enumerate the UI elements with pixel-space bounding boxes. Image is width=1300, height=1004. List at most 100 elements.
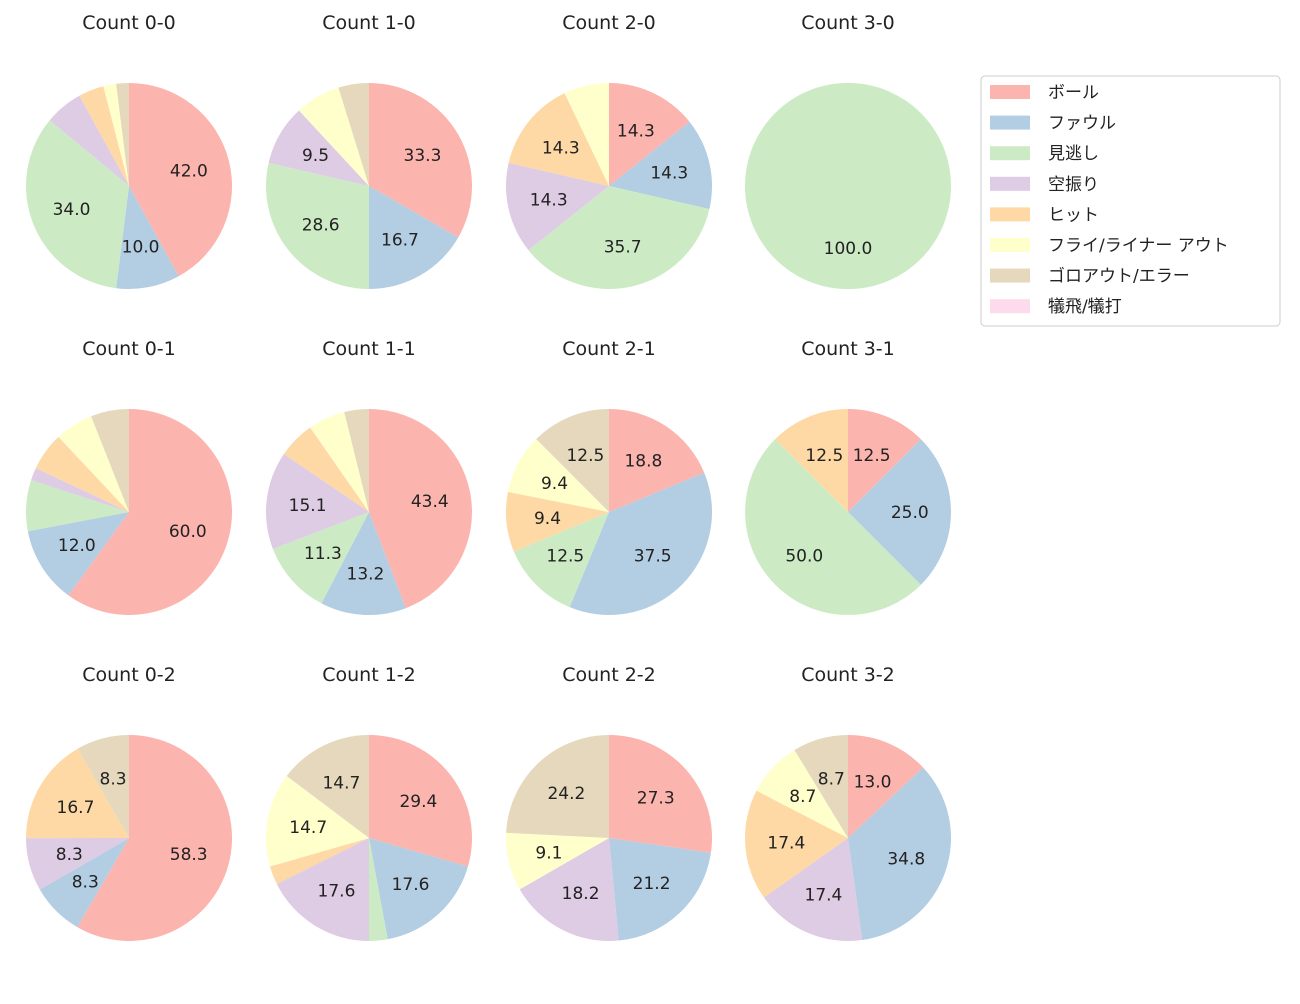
legend-label: フライ/ライナー アウト <box>1048 236 1229 256</box>
pie-slice <box>39 838 129 928</box>
pie-slice <box>609 121 712 210</box>
pie-slice <box>369 409 472 609</box>
chart-title: Count 0-1 <box>82 338 176 360</box>
legend-swatch <box>990 268 1030 283</box>
legend-swatch <box>990 207 1030 222</box>
pie-slice <box>569 472 713 616</box>
value-label: 35.7 <box>604 237 642 257</box>
pie-slice <box>848 439 951 585</box>
value-label: 29.4 <box>399 792 437 812</box>
value-label: 9.4 <box>541 474 568 494</box>
pie-slice <box>68 409 233 616</box>
value-label: 13.2 <box>347 565 385 585</box>
pie-slice <box>369 838 388 941</box>
value-label: 58.3 <box>170 845 208 865</box>
value-label: 34.8 <box>887 850 925 870</box>
pie-slice <box>270 838 369 884</box>
pie-slice <box>609 735 712 853</box>
chart-title: Count 1-0 <box>322 12 416 34</box>
value-label: 14.7 <box>289 818 327 838</box>
pie-slice <box>321 512 406 615</box>
pie-slice <box>338 83 369 186</box>
legend-swatch <box>990 85 1030 99</box>
value-label: 13.0 <box>854 772 892 792</box>
value-label: 8.3 <box>100 769 127 789</box>
pie-slice <box>26 838 129 890</box>
legend-swatch <box>990 146 1030 161</box>
value-label: 12.5 <box>853 446 891 466</box>
chart-title: Count 3-0 <box>801 12 895 34</box>
value-label: 17.6 <box>392 875 430 895</box>
value-label: 16.7 <box>57 798 95 818</box>
pie-slice <box>775 409 848 512</box>
value-label: 42.0 <box>170 162 208 182</box>
pie-slice <box>79 86 129 186</box>
legend-label: 空振り <box>1048 175 1099 195</box>
pie-slice <box>508 93 609 186</box>
pie-slice <box>506 491 609 552</box>
value-label: 25.0 <box>891 503 929 523</box>
value-label: 17.6 <box>318 882 356 902</box>
chart-title: Count 2-0 <box>562 12 656 34</box>
pie-slice <box>745 790 848 898</box>
value-label: 14.7 <box>322 774 360 794</box>
value-label: 10.0 <box>122 238 160 258</box>
value-label: 9.1 <box>535 843 562 863</box>
pie-slice <box>272 512 369 604</box>
pie-slice <box>266 453 369 550</box>
legend-label: ゴロアウト/エラー <box>1048 266 1190 287</box>
value-label: 43.4 <box>411 492 449 512</box>
value-label: 12.5 <box>546 547 584 567</box>
value-label: 8.7 <box>818 769 845 789</box>
pie-slice <box>310 412 369 512</box>
legend-swatch <box>990 299 1030 314</box>
pie-slice <box>31 468 129 512</box>
chart-title: Count 1-1 <box>322 338 416 360</box>
chart-title: Count 2-1 <box>562 338 656 360</box>
legend-box <box>980 75 1281 327</box>
legend-label: ボール <box>1048 83 1099 103</box>
pie-slice <box>763 838 863 941</box>
pie-slice <box>298 87 369 186</box>
pie-slice <box>609 409 705 512</box>
pie-slice <box>564 83 609 186</box>
pie-slice <box>369 83 472 238</box>
chart-title: Count 3-2 <box>801 664 895 686</box>
pie-slice <box>266 776 369 867</box>
value-label: 11.3 <box>304 544 342 564</box>
value-label: 14.3 <box>530 191 568 211</box>
value-label: 100.0 <box>824 239 873 259</box>
pie-slice <box>286 735 369 838</box>
pie-slice <box>49 95 130 186</box>
pie-slice <box>103 83 129 186</box>
pie-slice <box>283 427 369 512</box>
legend-swatch <box>990 176 1030 191</box>
value-label: 16.7 <box>381 230 419 250</box>
pie-slice <box>369 735 472 867</box>
pie-slice <box>276 838 369 941</box>
pie-slice <box>756 750 848 838</box>
chart-title: Count 0-0 <box>82 12 176 34</box>
value-label: 50.0 <box>785 547 823 567</box>
pie-slice <box>369 838 468 940</box>
pie-slice <box>116 186 179 290</box>
value-label: 8.7 <box>789 787 816 807</box>
pie-slice <box>58 416 129 512</box>
value-label: 12.0 <box>58 536 96 556</box>
value-label: 18.2 <box>562 884 600 904</box>
value-label: 12.5 <box>805 446 843 466</box>
value-label: 17.4 <box>767 833 805 853</box>
pie-slice <box>513 512 609 608</box>
value-label: 14.3 <box>650 163 688 183</box>
pie-slice <box>26 480 130 532</box>
pie-slice <box>27 512 129 596</box>
pie-slice <box>519 838 619 942</box>
chart-title: Count 2-2 <box>562 664 656 686</box>
pie-slice <box>505 162 609 251</box>
legend-label: ヒット <box>1048 205 1099 225</box>
value-label: 21.2 <box>633 874 671 894</box>
value-label: 8.3 <box>72 873 99 893</box>
pie-slice <box>77 735 233 941</box>
value-label: 18.8 <box>624 452 662 472</box>
pie-slice <box>26 748 129 839</box>
